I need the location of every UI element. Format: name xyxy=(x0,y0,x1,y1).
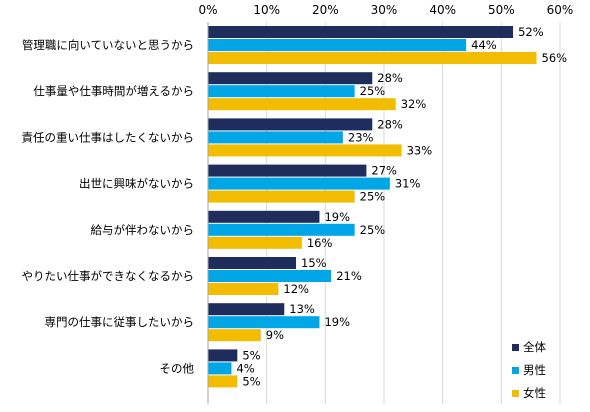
bars xyxy=(208,26,537,388)
value-labels: 52%44%56%28%25%32%28%23%33%27%31%25%19%2… xyxy=(236,25,567,388)
category-label: 給与が伴わないから xyxy=(91,223,195,237)
category-label: 出世に興味がないから xyxy=(79,177,194,191)
x-tick-label: 50% xyxy=(488,3,515,17)
data-label: 19% xyxy=(324,210,350,224)
data-label: 5% xyxy=(242,348,260,362)
bar xyxy=(208,190,355,203)
category-label: その他 xyxy=(160,361,195,375)
legend-swatch xyxy=(512,367,519,374)
x-tick-label: 20% xyxy=(312,3,339,17)
bar xyxy=(208,72,373,85)
bar xyxy=(208,257,296,269)
legend-label: 全体 xyxy=(523,340,546,354)
data-label: 5% xyxy=(242,374,260,388)
data-label: 12% xyxy=(283,282,309,296)
bar xyxy=(208,26,514,38)
bar xyxy=(208,177,390,190)
data-label: 27% xyxy=(371,164,397,178)
legend-swatch xyxy=(512,390,519,397)
bar xyxy=(208,118,373,131)
bar xyxy=(208,283,279,295)
data-label: 25% xyxy=(360,223,386,237)
bar xyxy=(208,270,332,282)
category-label: 責任の重い仕事はしたくないから xyxy=(22,130,195,144)
category-label: やりたい仕事ができなくなるから xyxy=(22,269,195,283)
bar xyxy=(208,39,467,51)
bar xyxy=(208,349,238,362)
bar xyxy=(208,85,355,98)
data-label: 9% xyxy=(266,328,284,342)
bar xyxy=(208,98,396,111)
bar xyxy=(208,131,343,144)
x-tick-label: 30% xyxy=(371,3,398,17)
data-label: 16% xyxy=(307,236,333,250)
category-label: 仕事量や仕事時間が増えるから xyxy=(33,84,194,98)
data-label: 32% xyxy=(401,97,427,111)
bar xyxy=(208,362,232,375)
bar xyxy=(208,164,367,177)
bar xyxy=(208,303,285,316)
bar xyxy=(208,329,261,342)
category-labels: 管理職に向いていないと思うから仕事量や仕事時間が増えるから責任の重い仕事はしたく… xyxy=(22,38,195,375)
bar xyxy=(208,223,355,236)
data-label: 28% xyxy=(377,71,403,85)
legend-swatch xyxy=(512,344,519,351)
data-label: 19% xyxy=(324,315,350,329)
x-tick-label: 40% xyxy=(429,3,456,17)
data-label: 23% xyxy=(348,130,374,144)
category-label: 専門の仕事に従事したいから xyxy=(45,315,195,329)
data-label: 15% xyxy=(301,256,327,270)
data-label: 25% xyxy=(360,190,386,204)
bar xyxy=(208,375,238,388)
x-tick-label: 10% xyxy=(253,3,280,17)
data-label: 44% xyxy=(471,38,497,52)
legend-label: 女性 xyxy=(523,386,546,400)
data-label: 28% xyxy=(377,117,403,131)
x-axis-ticks: 0% 10% 20% 30% 40% 50% 60% xyxy=(198,3,573,17)
bar xyxy=(208,144,402,157)
category-label: 管理職に向いていないと思うから xyxy=(22,38,194,52)
data-label: 52% xyxy=(518,25,544,39)
data-label: 13% xyxy=(289,302,315,316)
bar xyxy=(208,210,320,223)
x-tick-label: 60% xyxy=(547,3,574,17)
x-tick-label: 0% xyxy=(198,3,217,17)
bar xyxy=(208,236,302,249)
bar xyxy=(208,316,320,329)
data-label: 4% xyxy=(236,361,254,375)
data-label: 31% xyxy=(395,177,421,191)
data-label: 33% xyxy=(407,143,433,157)
bar xyxy=(208,52,537,64)
data-label: 21% xyxy=(336,269,362,283)
data-label: 25% xyxy=(360,84,386,98)
data-label: 56% xyxy=(542,51,568,65)
legend-label: 男性 xyxy=(523,363,546,377)
